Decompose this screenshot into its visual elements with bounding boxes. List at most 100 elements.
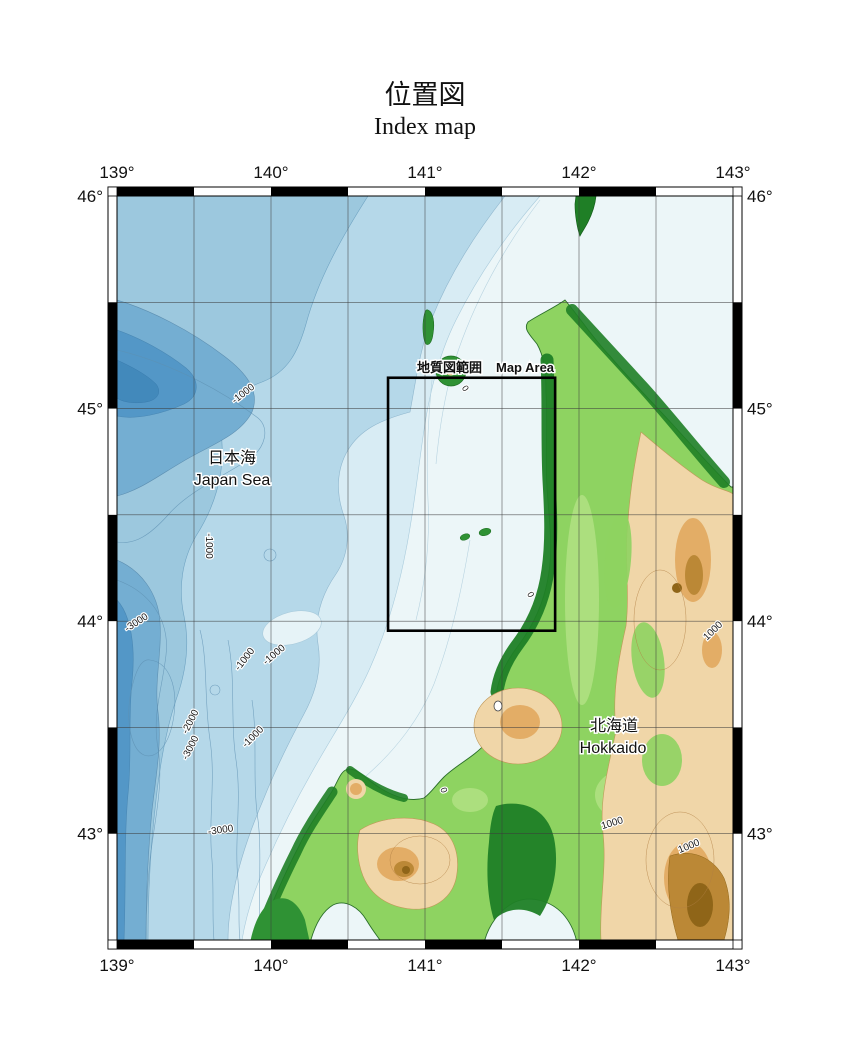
lat-label-left: 46° [77,187,103,206]
yagishiri-island [478,528,492,536]
lat-label-right: 44° [747,612,773,631]
sea-contour [227,639,241,940]
frame-segment [733,727,742,834]
valley [631,622,665,698]
map-area-rectangle [386,376,557,633]
frame-inner-border [116,195,734,941]
okhotsk-coast-ridge [566,304,730,488]
lon-label-top: 142° [561,163,596,182]
lat-label-right: 43° [747,825,773,844]
land-contour [389,835,451,885]
sea-contour [117,349,266,543]
contour-label: 0 [525,590,536,599]
lat-label-left: 43° [77,825,103,844]
japan-sea-label-english: Japan Sea [194,472,271,489]
contour-label: -1000 [203,533,214,559]
land-contours [389,569,715,909]
contour-label: 0 [438,786,449,794]
land-contour [633,569,687,671]
japan-sea-label-japanese: 日本海 [208,449,256,467]
lon-label-top: 141° [407,163,442,182]
west-coast-ridge [490,353,558,699]
highland-spot-core [350,783,362,795]
sea-contour [251,699,261,940]
highland-brown [685,555,703,595]
land-hokkaido [250,299,733,940]
map-area-box-group: 地質図範囲 Map Area [386,359,557,633]
sea-contour [435,199,541,465]
frame-segment [117,187,194,196]
teuri-island [459,533,471,541]
hokkaido-label-japanese: 北海道 [590,717,638,735]
frame-segment [117,940,194,949]
page-title-english: Index map [374,114,476,140]
lat-label-left: 45° [77,400,103,419]
highland-peak [687,883,713,927]
frame-segment [271,940,348,949]
highland-orange [702,632,722,668]
map-area-label-english: Map Area [496,360,555,375]
sea-contours-light [365,199,541,777]
sakhalin-tip [574,196,597,237]
shallow-bank [262,610,322,646]
valley [642,734,682,786]
lowland [565,495,599,705]
sea-contours [117,349,277,940]
frame-segment [108,514,117,622]
lat-label-right: 46° [747,187,773,206]
frame-corner [732,186,743,197]
lon-label-bottom: 142° [561,956,596,975]
frame-segment [425,187,502,196]
rishiri-peak [448,366,454,372]
map-frame [107,186,743,950]
frame-segment [425,940,502,949]
frame-segment [108,302,117,409]
sea-contour [415,379,433,621]
map-area-label-japanese: 地質図範囲 [417,360,482,375]
graticule [117,196,733,940]
frame-segment [733,302,742,409]
funka-north-ridge [487,803,557,920]
sea-contour [263,548,277,562]
lon-label-bottom: 141° [407,956,442,975]
frame-corner [732,939,743,950]
sea-contour [199,629,215,940]
matsumae-prong [250,898,310,940]
frame-corner [107,939,118,950]
frame-outer-border [107,186,743,950]
lon-label-top: 140° [253,163,288,182]
shakotan-ridge [346,766,408,802]
lon-label-bottom: 143° [715,956,750,975]
highland-peak [402,866,410,874]
sea-contour [365,539,471,777]
sea-contour [209,684,221,696]
small-islet-ring [493,700,503,712]
place-labels: 日本海 Japan Sea 北海道 Hokkaido [192,448,648,759]
highland-peak [672,583,682,593]
sea-contour [128,659,176,757]
valley [604,512,632,608]
lat-label-left: 44° [77,612,103,631]
sea-zone-deepest [117,359,159,404]
lon-label-bottom: 140° [253,956,288,975]
highland-orange [500,705,540,739]
land-contour [645,811,715,909]
lon-label-bottom: 139° [99,956,134,975]
frame-segment [733,514,742,622]
sea-zone-deep2b [117,599,134,940]
lowland [452,788,488,812]
bathymetry-zones [117,196,541,940]
page-title-japanese: 位置図 [385,80,466,110]
rebun-island [422,309,435,345]
frame-corner [107,186,118,197]
hokkaido-label-english: Hokkaido [580,740,647,757]
frame-segment [579,187,656,196]
lon-label-top: 143° [715,163,750,182]
frame-segment [271,187,348,196]
contour-label: -3000 [207,823,234,838]
lon-label-top: 139° [99,163,134,182]
lat-label-right: 45° [747,400,773,419]
axis-labels: 139° 139° 140° 140° 141° 141° 142° 142° 143° 143°… [77,163,772,975]
